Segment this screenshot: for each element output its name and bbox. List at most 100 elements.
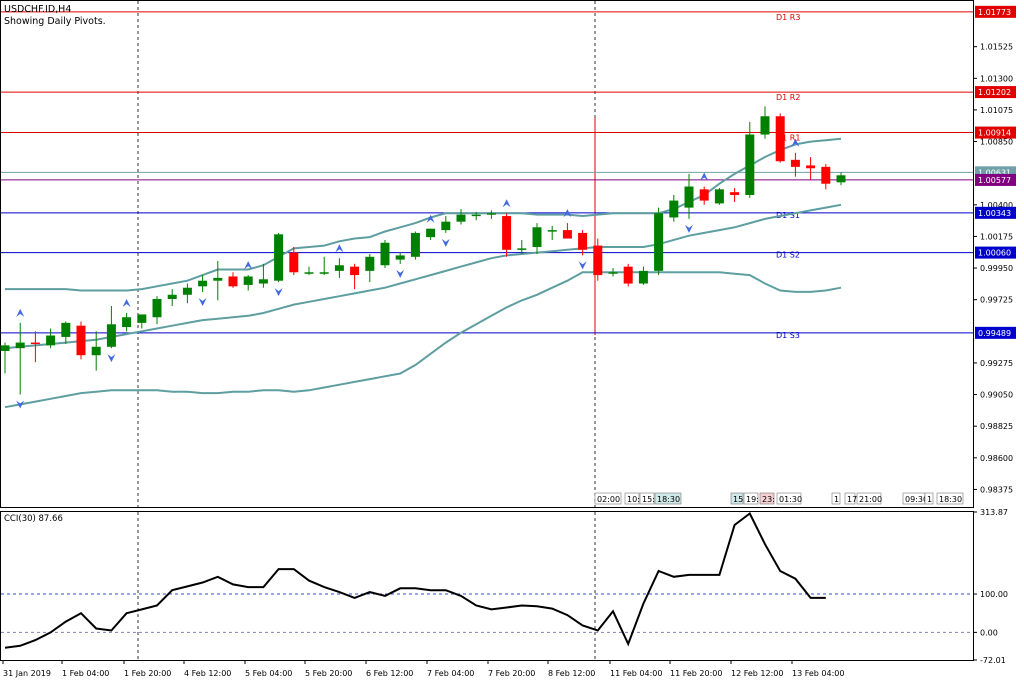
- candle-body: [0, 345, 10, 351]
- candle-body: [106, 324, 116, 347]
- candle-body: [471, 214, 481, 217]
- time-tag-box: [730, 492, 744, 505]
- bollinger-lower-line: [4, 271, 842, 409]
- fractal-up-arrow: [426, 214, 435, 223]
- candle-body: [258, 279, 268, 284]
- candle-body: [76, 325, 86, 356]
- bid-price-label: 1.00631: [978, 168, 1011, 177]
- candle-body: [243, 276, 253, 285]
- pivot-price-tag: [975, 86, 1016, 99]
- candle-body: [91, 346, 101, 356]
- time-tag-box: [936, 492, 964, 505]
- candle-body: [304, 272, 314, 274]
- symbol-title: USDCHF.ID,H4: [4, 4, 71, 15]
- price-tick-label: 0.98600: [980, 454, 1013, 463]
- candle-body: [547, 230, 557, 232]
- pivot-name-label: D1 R2: [776, 93, 800, 102]
- time-tag: 15:: [642, 495, 655, 504]
- time-tag-box: [856, 492, 882, 505]
- cci-panel-frame: [0, 511, 974, 661]
- price-panel-frame: [0, 0, 974, 508]
- fractal-down-arrow: [198, 297, 207, 306]
- pivot-price-label: 1.00060: [978, 249, 1011, 258]
- fractal-down-arrow: [274, 288, 283, 297]
- pivot-name-label: D1 R1: [776, 134, 800, 143]
- price-tick-label: 1.01525: [980, 43, 1013, 52]
- candle-body: [122, 317, 132, 328]
- time-tag: 15:: [733, 495, 746, 504]
- price-tick-label: 0.98825: [980, 422, 1013, 431]
- candle-body: [350, 266, 360, 276]
- cci-tick-label: 0.00: [980, 628, 998, 637]
- fractal-up-arrow: [563, 209, 572, 218]
- fractal-down-arrow: [441, 238, 450, 247]
- time-tick-label: 7 Feb 04:00: [427, 669, 474, 678]
- candle-body: [182, 287, 192, 295]
- candle-body: [198, 280, 208, 287]
- pivot-name-label: D1 R3: [776, 13, 800, 22]
- pivot-price-label: 1.00914: [978, 129, 1011, 138]
- pivot-subtitle: Showing Daily Pivots.: [4, 16, 106, 27]
- time-tag: 18:30: [657, 495, 680, 504]
- time-tag: 18:30: [939, 495, 962, 504]
- fractal-up-arrow: [791, 138, 800, 147]
- candle-body: [502, 216, 512, 250]
- price-tick-label: 1.01300: [980, 74, 1013, 83]
- fractal-down-arrow: [578, 261, 587, 270]
- candle-body: [699, 189, 709, 201]
- pivot-price-tag: [975, 206, 1016, 219]
- candle-body: [61, 322, 71, 337]
- cci-tick-label: 313.87: [980, 508, 1008, 517]
- candle-body: [274, 234, 284, 281]
- time-tick-label: 5 Feb 04:00: [245, 669, 292, 678]
- candle-body: [395, 255, 405, 260]
- fractal-up-arrow: [335, 244, 344, 253]
- time-tag: 09:30: [905, 495, 928, 504]
- time-tick-label: 6 Feb 12:00: [366, 669, 413, 678]
- candle-body: [654, 213, 664, 271]
- candle-body: [790, 159, 800, 167]
- fractal-up-arrow: [502, 199, 511, 208]
- fractal-up-arrow: [244, 261, 253, 270]
- pivot-name-label: D1 S3: [776, 331, 800, 340]
- price-tick-label: 1.00175: [980, 232, 1013, 241]
- time-tag: 19:: [746, 495, 759, 504]
- candle-body: [593, 245, 603, 276]
- fractal-up-arrow: [16, 308, 25, 317]
- candle-body: [137, 314, 147, 323]
- fractal-down-arrow: [107, 354, 116, 363]
- candle-body: [426, 228, 436, 238]
- pivot-price-label: 1.01773: [978, 8, 1011, 17]
- fractal-down-arrow: [396, 269, 405, 278]
- time-tag-box: [654, 492, 682, 505]
- fractal-up-arrow: [122, 299, 131, 308]
- candle-body: [578, 232, 588, 250]
- time-tag-box: [594, 492, 622, 505]
- pivot-price-tag: [975, 5, 1016, 18]
- time-tick-label: 11 Feb 04:00: [610, 669, 662, 678]
- candle-body: [608, 272, 618, 274]
- time-tag: 21:00: [859, 495, 882, 504]
- price-tick-label: 0.99950: [980, 264, 1013, 273]
- candle-body: [30, 342, 40, 345]
- price-tick-label: 1.01075: [980, 106, 1013, 115]
- candle-body: [380, 242, 390, 266]
- candle-body: [319, 272, 329, 274]
- candle-body: [730, 192, 740, 195]
- candle-body: [775, 116, 785, 162]
- candle-body: [365, 256, 375, 271]
- candle-body: [334, 265, 344, 271]
- price-tick-label: 1.00400: [980, 201, 1013, 210]
- candle-body: [532, 227, 542, 247]
- time-tag-box: [924, 492, 934, 505]
- time-tag: 10:: [627, 495, 640, 504]
- candle-body: [638, 270, 648, 284]
- time-tick-label: 4 Feb 12:00: [184, 669, 231, 678]
- fractal-down-arrow: [685, 224, 693, 233]
- time-tag-box: [759, 492, 775, 505]
- time-tag: 23:: [762, 495, 775, 504]
- price-tick-label: 0.99050: [980, 391, 1013, 400]
- pivot-price-label: 1.01202: [978, 88, 1011, 97]
